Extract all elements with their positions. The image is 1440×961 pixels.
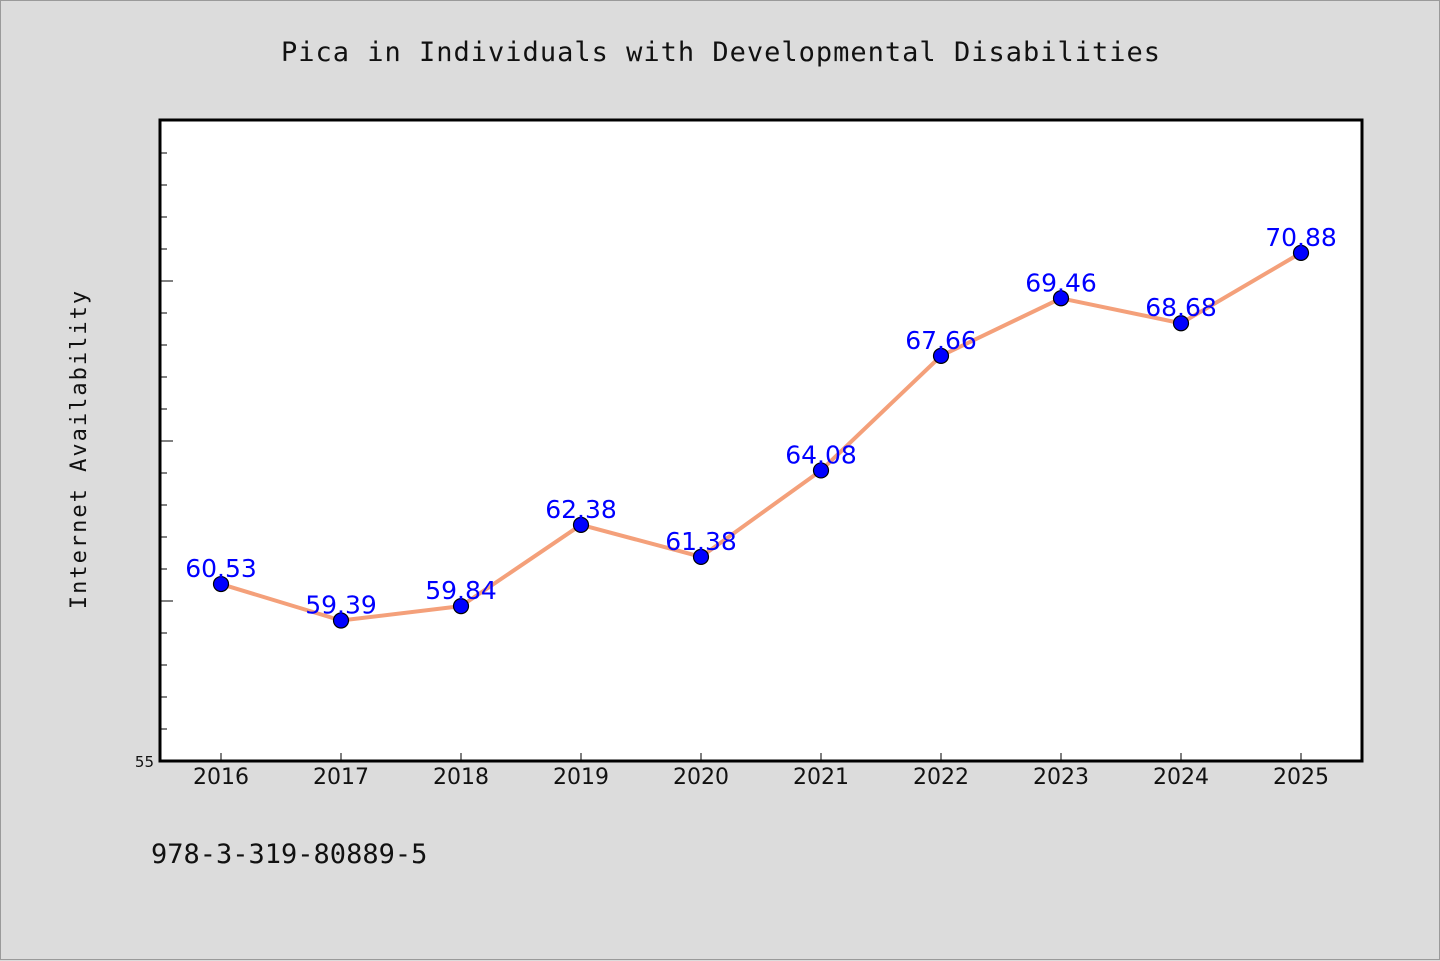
data-point: [212, 575, 230, 593]
data-point: [452, 598, 470, 615]
data-point: [692, 548, 710, 565]
data-label: 59.84: [425, 576, 497, 605]
x-tick-label: 2018: [433, 765, 489, 790]
data-label: 61.38: [665, 527, 737, 556]
data-point: [1292, 244, 1310, 261]
x-tick-label: 2017: [313, 765, 369, 790]
x-tick-label: 2025: [1273, 765, 1329, 790]
x-tick-label: 2024: [1153, 765, 1209, 790]
plot-area: [158, 118, 1364, 763]
x-tick-label: 2022: [913, 765, 969, 790]
x-tick-label: 2023: [1033, 765, 1089, 790]
x-tick-label: 2020: [673, 765, 729, 790]
data-point: [1052, 290, 1070, 307]
y-tick-label: 55: [135, 753, 154, 771]
data-point: [812, 462, 830, 479]
series-line: [220, 251, 1303, 623]
footer-isbn: 978-3-319-80889-5: [151, 839, 427, 870]
data-label: 69.46: [1025, 268, 1097, 297]
data-label: 67.66: [905, 326, 977, 355]
data-label: 59.39: [305, 591, 377, 620]
y-axis-ticks: 55: [135, 152, 173, 771]
x-tick-label: 2021: [793, 765, 849, 790]
data-point: [1172, 315, 1190, 332]
data-point: [572, 516, 590, 533]
x-axis-ticks: 2016 2017 2018 2019 2020 2021 2022 2023 2024 2025: [193, 753, 1329, 790]
data-label: 70.88: [1265, 223, 1337, 252]
data-label: 68.68: [1145, 293, 1217, 322]
data-label: 60.53: [185, 554, 257, 583]
chart-title: Pica in Individuals with Developmental D…: [281, 37, 1161, 68]
series-layer: [212, 244, 1310, 629]
data-point: [332, 612, 350, 629]
data-labels: 60.53 59.39 59.84 62.38 61.38 64.08 67.66 69.46…: [185, 223, 1337, 620]
data-label: 64.08: [785, 440, 857, 469]
data-point: [932, 347, 950, 364]
y-axis-label: Internet Availability: [67, 289, 92, 609]
data-label: 62.38: [545, 495, 617, 524]
x-tick-label: 2019: [553, 765, 609, 790]
x-tick-label: 2016: [193, 765, 249, 790]
